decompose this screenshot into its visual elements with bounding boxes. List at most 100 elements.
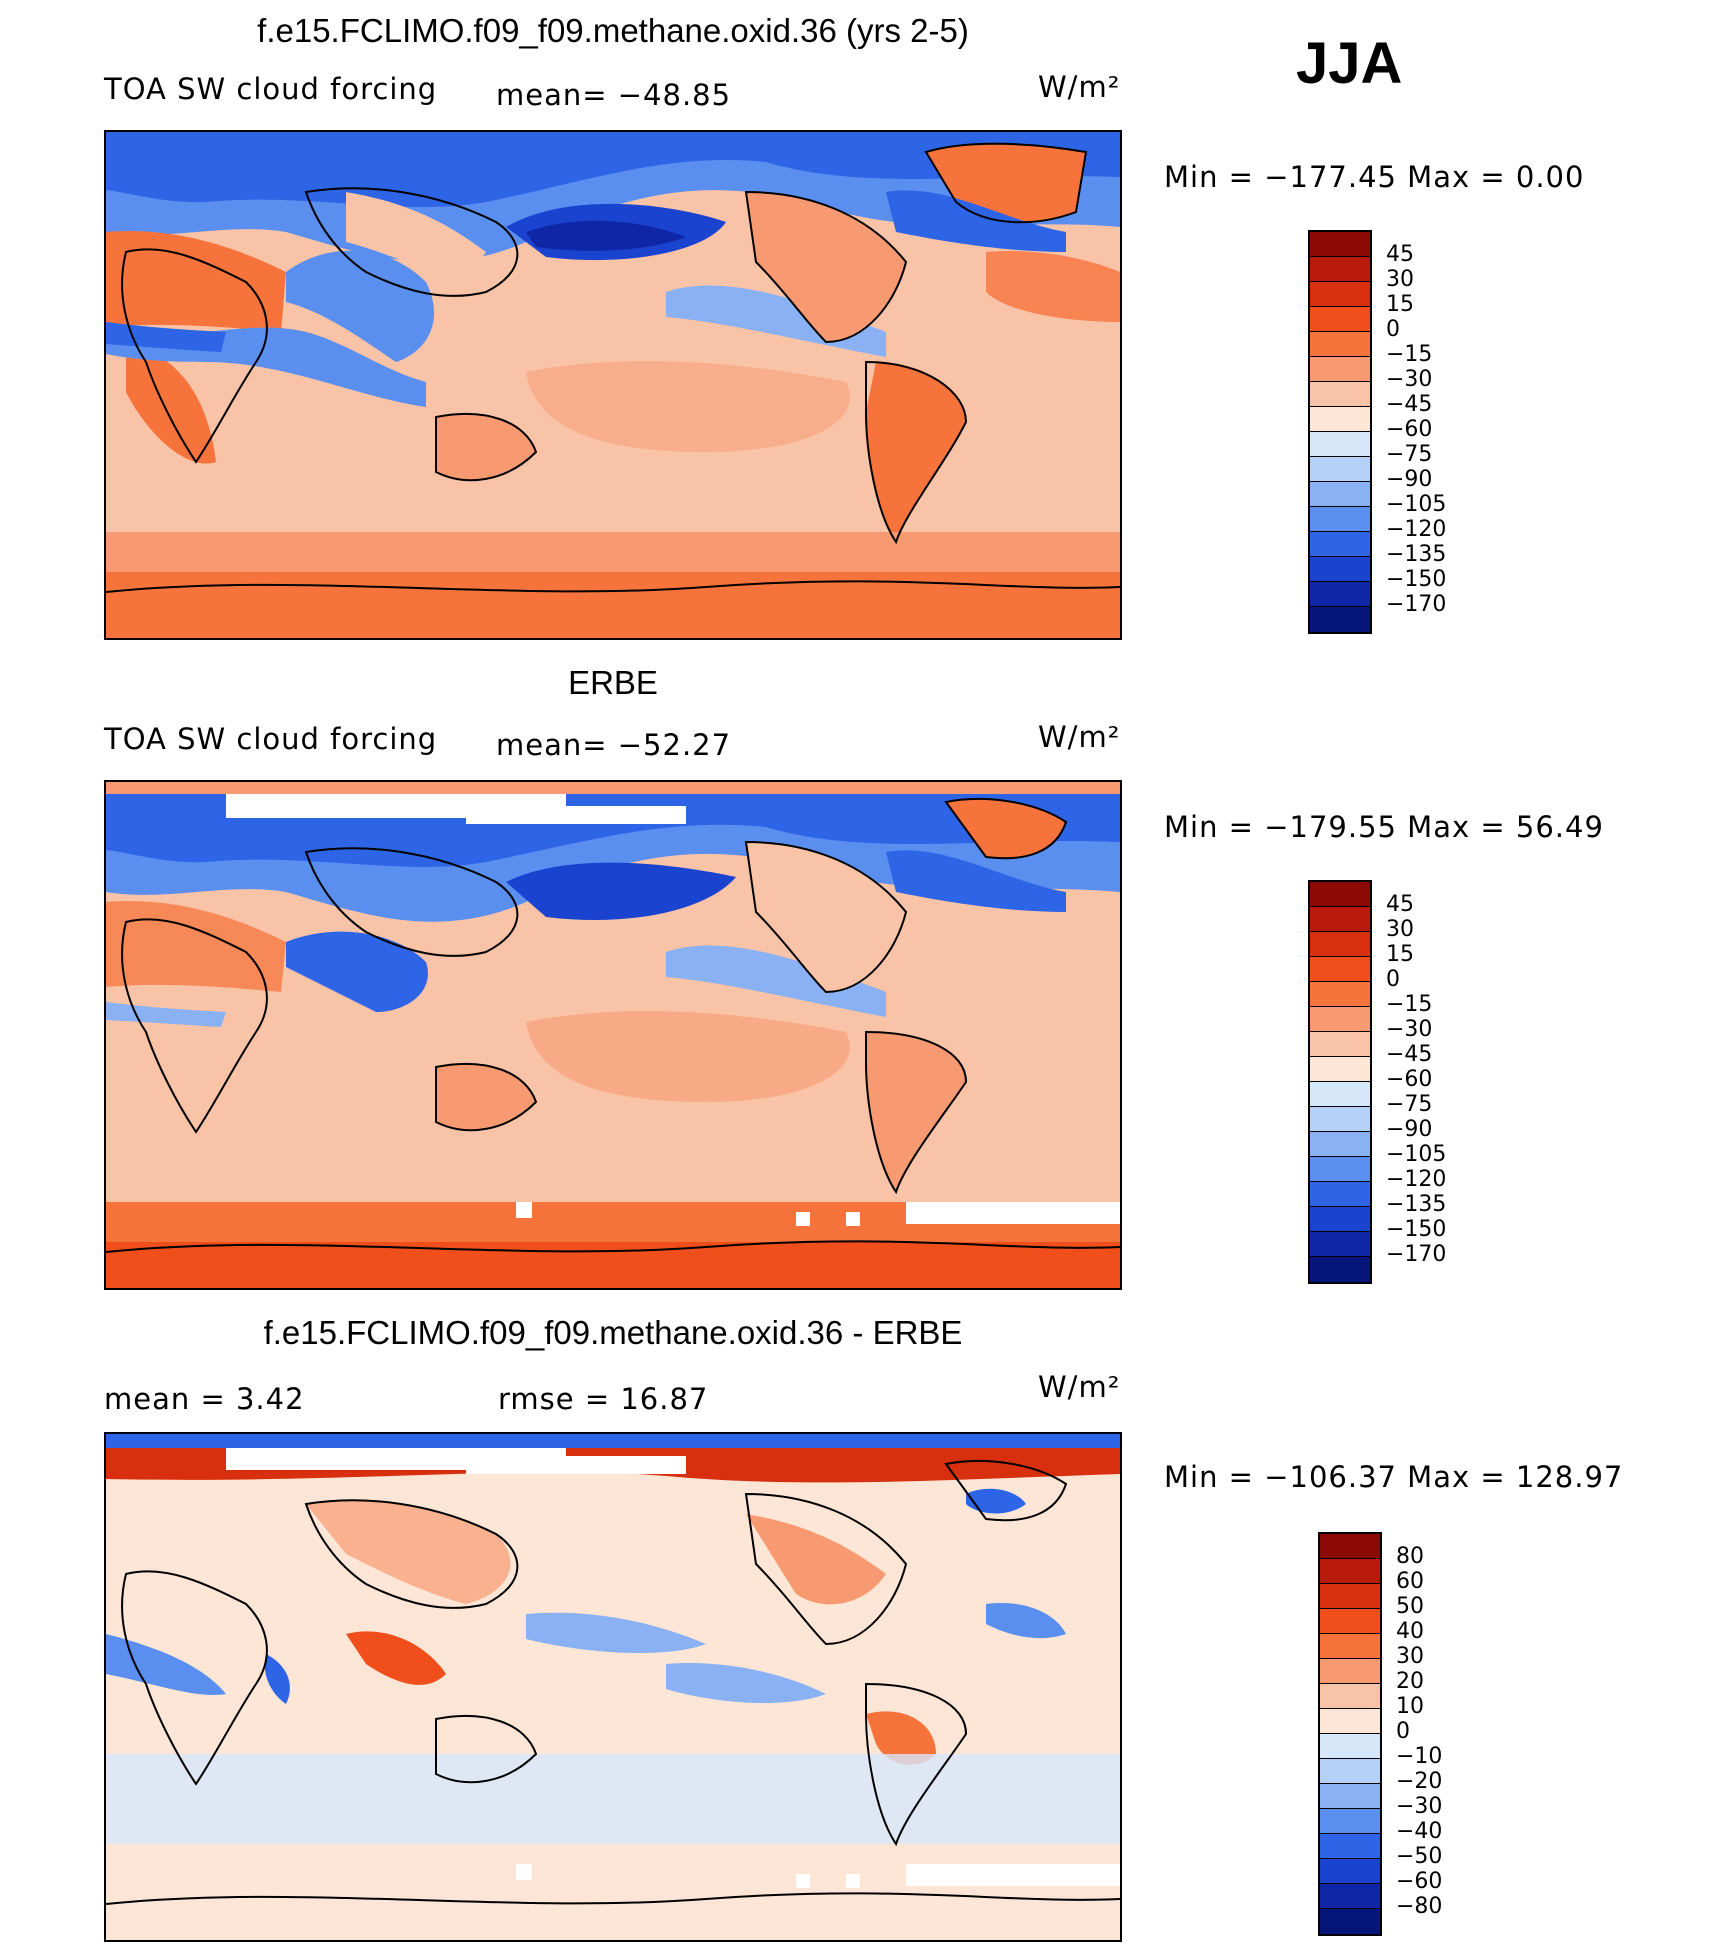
erbe-cloud-forcing-map xyxy=(104,780,1122,1290)
colorbar-tick-label: −170 xyxy=(1386,1242,1447,1267)
colorbar-swatch xyxy=(1310,1157,1370,1182)
colorbar-swatch xyxy=(1320,1734,1380,1759)
colorbar-tick-label: −60 xyxy=(1396,1869,1443,1894)
colorbar-swatch xyxy=(1320,1634,1380,1659)
colorbar-tick-label: 30 xyxy=(1386,267,1414,292)
colorbar-tick-label: −10 xyxy=(1396,1744,1443,1769)
colorbar-tick-label: −30 xyxy=(1386,1017,1433,1042)
colorbar-tick-label: −50 xyxy=(1396,1844,1443,1869)
colorbar-swatch xyxy=(1310,907,1370,932)
colorbar-tick-label: 10 xyxy=(1396,1694,1424,1719)
colorbar-swatch xyxy=(1310,1082,1370,1107)
colorbar-swatch xyxy=(1320,1559,1380,1584)
colorbar-swatch xyxy=(1310,482,1370,507)
model-cloud-forcing-map xyxy=(104,130,1122,640)
panel-1-variable-label: TOA SW cloud forcing xyxy=(104,72,438,106)
panel-1-units: W/m² xyxy=(1038,70,1121,104)
panel-2-minmax: Min = −179.55 Max = 56.49 xyxy=(1164,810,1604,844)
colorbar-tick-label: −120 xyxy=(1386,517,1447,542)
panel-3-colorbar xyxy=(1318,1532,1382,1936)
colorbar-tick-label: −75 xyxy=(1386,1092,1433,1117)
colorbar-swatch xyxy=(1310,957,1370,982)
colorbar-tick-label: −45 xyxy=(1386,392,1433,417)
colorbar-tick-label: −90 xyxy=(1386,467,1433,492)
colorbar-swatch xyxy=(1310,932,1370,957)
panel-1-colorbar xyxy=(1308,230,1372,634)
colorbar-swatch xyxy=(1310,232,1370,257)
colorbar-swatch xyxy=(1320,1884,1380,1909)
colorbar-swatch xyxy=(1320,1809,1380,1834)
colorbar-swatch xyxy=(1310,582,1370,607)
colorbar-tick-label: −90 xyxy=(1386,1117,1433,1142)
colorbar-tick-label: −105 xyxy=(1386,1142,1447,1167)
colorbar-swatch xyxy=(1310,432,1370,457)
panel-2-units: W/m² xyxy=(1038,720,1121,754)
colorbar-tick-label: 20 xyxy=(1396,1669,1424,1694)
colorbar-swatch xyxy=(1310,282,1370,307)
colorbar-swatch xyxy=(1310,607,1370,632)
colorbar-swatch xyxy=(1310,257,1370,282)
colorbar-swatch xyxy=(1310,1032,1370,1057)
colorbar-swatch xyxy=(1310,457,1370,482)
colorbar-swatch xyxy=(1320,1859,1380,1884)
panel-3-title: f.e15.FCLIMO.f09_f09.methane.oxid.36 - E… xyxy=(263,1314,963,1351)
colorbar-swatch xyxy=(1310,1232,1370,1257)
panel-2-colorbar xyxy=(1308,880,1372,1284)
colorbar-tick-label: 80 xyxy=(1396,1544,1424,1569)
colorbar-swatch xyxy=(1310,1182,1370,1207)
colorbar-tick-label: 15 xyxy=(1386,942,1414,967)
panel-2-mean-label: mean= −52.27 xyxy=(496,728,732,762)
colorbar-swatch xyxy=(1310,382,1370,407)
colorbar-tick-label: 0 xyxy=(1396,1719,1410,1744)
colorbar-swatch xyxy=(1310,1007,1370,1032)
panel-3-rmse-label: rmse = 16.87 xyxy=(498,1382,709,1416)
colorbar-tick-label: −80 xyxy=(1396,1894,1443,1919)
colorbar-swatch xyxy=(1310,982,1370,1007)
colorbar-tick-label: −170 xyxy=(1386,592,1447,617)
colorbar-tick-label: 50 xyxy=(1396,1594,1424,1619)
colorbar-tick-label: −75 xyxy=(1386,442,1433,467)
colorbar-swatch xyxy=(1320,1609,1380,1634)
colorbar-tick-label: −60 xyxy=(1386,1067,1433,1092)
colorbar-swatch xyxy=(1320,1659,1380,1684)
panel-1-title: f.e15.FCLIMO.f09_f09.methane.oxid.36 (yr… xyxy=(257,12,969,49)
colorbar-swatch xyxy=(1310,1257,1370,1282)
colorbar-swatch xyxy=(1320,1534,1380,1559)
colorbar-swatch xyxy=(1310,557,1370,582)
colorbar-tick-label: 60 xyxy=(1396,1569,1424,1594)
colorbar-tick-label: 0 xyxy=(1386,317,1400,342)
colorbar-tick-label: −150 xyxy=(1386,567,1447,592)
colorbar-tick-label: −30 xyxy=(1386,367,1433,392)
colorbar-swatch xyxy=(1310,407,1370,432)
colorbar-swatch xyxy=(1320,1909,1380,1934)
colorbar-swatch xyxy=(1310,507,1370,532)
panel-1-mean-label: mean= −48.85 xyxy=(496,78,732,112)
colorbar-swatch xyxy=(1310,1132,1370,1157)
colorbar-tick-label: 45 xyxy=(1386,242,1414,267)
colorbar-swatch xyxy=(1310,1057,1370,1082)
colorbar-tick-label: 30 xyxy=(1386,917,1414,942)
colorbar-tick-label: −30 xyxy=(1396,1794,1443,1819)
colorbar-swatch xyxy=(1310,332,1370,357)
colorbar-swatch xyxy=(1320,1684,1380,1709)
panel-2-title: ERBE xyxy=(568,664,658,701)
colorbar-tick-label: −105 xyxy=(1386,492,1447,517)
colorbar-swatch xyxy=(1310,1207,1370,1232)
colorbar-tick-label: −45 xyxy=(1386,1042,1433,1067)
colorbar-tick-label: −15 xyxy=(1386,992,1433,1017)
panel-2-variable-label: TOA SW cloud forcing xyxy=(104,722,438,756)
panel-3-mean-label: mean = 3.42 xyxy=(104,1382,305,1416)
colorbar-swatch xyxy=(1320,1709,1380,1734)
colorbar-swatch xyxy=(1310,882,1370,907)
colorbar-tick-label: 0 xyxy=(1386,967,1400,992)
season-label: JJA xyxy=(1296,31,1403,96)
panel-3-minmax: Min = −106.37 Max = 128.97 xyxy=(1164,1460,1624,1494)
colorbar-swatch xyxy=(1320,1834,1380,1859)
colorbar-tick-label: 40 xyxy=(1396,1619,1424,1644)
colorbar-swatch xyxy=(1320,1784,1380,1809)
colorbar-tick-label: 15 xyxy=(1386,292,1414,317)
colorbar-swatch xyxy=(1310,532,1370,557)
difference-map xyxy=(104,1432,1122,1942)
colorbar-tick-label: −60 xyxy=(1386,417,1433,442)
colorbar-swatch xyxy=(1310,307,1370,332)
